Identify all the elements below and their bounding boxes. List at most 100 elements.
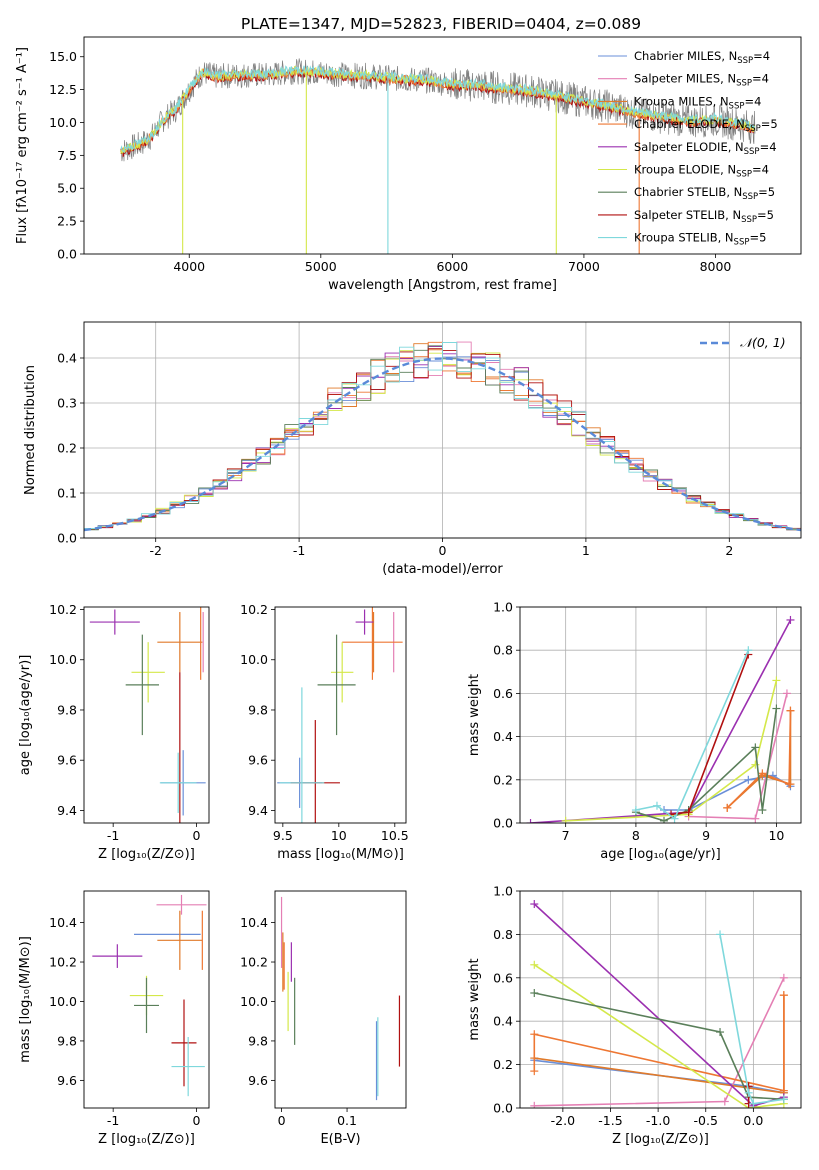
x-tick-label: 1 xyxy=(582,543,590,558)
x-tick-label: 9 xyxy=(702,828,710,843)
legend-entry: Salpeter ELODIE, NSSP=4 xyxy=(634,140,777,157)
axes-frame xyxy=(519,890,802,1109)
y-axis-label: Normed distribution xyxy=(23,365,38,495)
x-tick-label: 2 xyxy=(725,543,733,558)
y-tick-label: 9.4 xyxy=(57,803,77,818)
axes-frame xyxy=(519,606,802,824)
weight_vs_Z-panel: -2.0 -1.5 -1.0 -0.5 0.0 0.0 0.2 0.4 0.6 0.8 1.0 Z [… xyxy=(467,884,802,1147)
weight-line xyxy=(635,649,750,820)
model-spectrum xyxy=(120,64,756,154)
y-tick-label: 0.4 xyxy=(57,351,77,366)
y-axis-label: age [log₁₀(age/yr)] xyxy=(18,655,33,776)
y-tick-label: 0.2 xyxy=(57,441,77,456)
x-tick-label: -1.0 xyxy=(646,1113,670,1128)
y-tick-label: 0.6 xyxy=(493,686,513,701)
x-tick-label: -2 xyxy=(149,543,161,558)
weight_vs_age-plot-area xyxy=(526,615,795,823)
y-tick-label: 0.8 xyxy=(493,927,513,942)
y-tick-label: 9.8 xyxy=(57,1033,77,1048)
weight-line xyxy=(635,708,778,822)
legend-entry: Chabrier STELIB, NSSP=5 xyxy=(634,185,775,202)
age_vs_Z-panel: -1 0 9.4 9.6 9.8 10.0 10.2 Z [log₁₀(Z/Z⊙)] age [… xyxy=(18,602,210,862)
y-tick-label: 15.0 xyxy=(49,49,77,64)
x-tick-label: 0 xyxy=(193,1113,201,1128)
legend-entry: Kroupa ELODIE, NSSP=4 xyxy=(634,163,769,180)
weight-line xyxy=(533,964,784,1108)
weight_vs_Z-plot-area xyxy=(530,900,788,1108)
y-tick-label: 9.6 xyxy=(248,753,268,768)
y-tick-label: 0.2 xyxy=(493,772,513,787)
x-axis-label: (data-model)/error xyxy=(382,562,503,577)
mass_vs_EBV-panel: 0 0.1 9.6 9.8 10.0 10.2 10.4 E(B-V) xyxy=(240,890,407,1147)
figure-title: PLATE=1347, MJD=52823, FIBERID=0404, z=0… xyxy=(241,15,641,33)
y-axis-label: Flux [fλ10⁻¹⁷ erg cm⁻² s⁻¹ A⁻¹] xyxy=(15,47,30,244)
y-tick-label: 9.6 xyxy=(57,753,77,768)
y-tick-label: 0.8 xyxy=(493,643,513,658)
y-tick-label: 0.4 xyxy=(493,729,513,744)
age_vs_mass-plot-area xyxy=(277,607,403,823)
x-axis-label: E(B-V) xyxy=(320,1132,360,1147)
x-tick-label: -0.5 xyxy=(694,1113,718,1128)
y-tick-label: 10.2 xyxy=(49,955,77,970)
axes-frame xyxy=(83,890,210,1109)
x-tick-label: 8 xyxy=(632,828,640,843)
x-tick-label: 7000 xyxy=(568,259,600,274)
y-tick-label: 2.5 xyxy=(57,214,77,229)
x-tick-label: 0 xyxy=(193,828,201,843)
y-tick-label: 0.0 xyxy=(57,247,77,262)
weight-line xyxy=(726,710,792,809)
normal-curve xyxy=(84,357,801,532)
legend-entry: Kroupa STELIB, NSSP=5 xyxy=(634,231,766,248)
age_vs_mass-panel: 9.5 10 10.5 9.4 9.6 9.8 10.0 10.2 mass [log₁₀(M/… xyxy=(240,602,409,862)
x-axis-label: Z [log₁₀(Z/Z⊙)] xyxy=(98,847,195,862)
residuals-plot-area xyxy=(84,341,801,532)
weight-line xyxy=(719,934,785,1105)
y-tick-label: 10.0 xyxy=(240,652,268,667)
legend-entry: Chabrier ELODIE, NSSP=5 xyxy=(634,117,778,134)
y-axis-label: mass [log₁₀(M/M⊙)] xyxy=(18,936,33,1063)
y-tick-label: 10.2 xyxy=(240,955,268,970)
y-tick-label: 0.2 xyxy=(493,1057,513,1072)
x-axis-label: Z [log₁₀(Z/Z⊙)] xyxy=(98,1132,195,1147)
weight-line xyxy=(534,992,784,1101)
x-tick-label: 5000 xyxy=(305,259,337,274)
y-tick-label: 9.4 xyxy=(248,803,268,818)
x-tick-label: 0 xyxy=(278,1113,286,1128)
x-tick-label: -1.5 xyxy=(598,1113,622,1128)
legend-entry: Salpeter STELIB, NSSP=5 xyxy=(634,208,774,225)
y-tick-label: 9.8 xyxy=(57,702,77,717)
axes-frame xyxy=(274,890,407,1109)
x-tick-label: 10 xyxy=(331,828,347,843)
y-tick-label: 0.1 xyxy=(57,486,77,501)
legend-entry: Salpeter MILES, NSSP=4 xyxy=(634,72,769,89)
weight-line xyxy=(533,995,785,1092)
x-tick-label: -1 xyxy=(107,1113,119,1128)
x-tick-label: -1 xyxy=(107,828,119,843)
x-tick-label: 7 xyxy=(562,828,570,843)
mass_vs_EBV-plot-area xyxy=(280,896,401,1101)
y-tick-label: 9.8 xyxy=(248,702,268,717)
x-tick-label: 0.0 xyxy=(743,1113,763,1128)
axes-frame xyxy=(83,606,210,824)
y-tick-label: 0.0 xyxy=(57,531,77,546)
x-tick-label: -2.0 xyxy=(551,1113,575,1128)
y-tick-label: 12.5 xyxy=(49,82,77,97)
x-tick-label: 0.1 xyxy=(337,1113,357,1128)
y-tick-label: 10.0 xyxy=(49,994,77,1009)
y-tick-label: 10.0 xyxy=(240,994,268,1009)
y-tick-label: 9.6 xyxy=(248,1073,268,1088)
axes-frame xyxy=(83,36,802,255)
spectrum-plot-area xyxy=(120,58,756,254)
y-tick-label: 7.5 xyxy=(57,148,77,163)
mass_vs_Z-plot-area xyxy=(92,894,207,1097)
x-tick-label: 10.5 xyxy=(381,828,409,843)
y-tick-label: 5.0 xyxy=(57,181,77,196)
mass_vs_Z-panel: -1 0 9.6 9.8 10.0 10.2 10.4 Z [log₁₀(Z/Z⊙)] mass… xyxy=(18,890,210,1147)
y-axis-label: mass weight xyxy=(467,674,482,756)
y-tick-label: 0.3 xyxy=(57,396,77,411)
y-tick-label: 10.0 xyxy=(49,115,77,130)
y-tick-label: 10.2 xyxy=(49,602,77,617)
y-tick-label: 10.4 xyxy=(49,915,77,930)
legend-entry: 𝒩(0, 1) xyxy=(740,335,786,350)
x-axis-label: wavelength [Angstrom, rest frame] xyxy=(328,278,557,293)
